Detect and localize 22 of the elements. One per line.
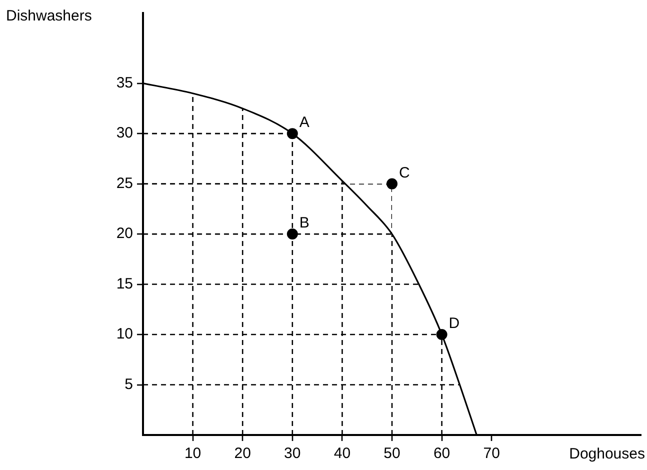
x-tick-label: 40 bbox=[334, 445, 351, 462]
annotation: A bbox=[299, 114, 310, 132]
y-tick-label: 10 bbox=[116, 326, 133, 343]
y-axis-title: Dishwashers bbox=[6, 8, 92, 25]
y-tick-label: 35 bbox=[116, 74, 133, 92]
x-axis-title: Doghouses bbox=[569, 446, 645, 463]
x-tick-label: 10 bbox=[184, 445, 202, 462]
annotation: B bbox=[299, 214, 310, 232]
y-tick-label: 25 bbox=[116, 174, 133, 192]
point bbox=[386, 178, 398, 190]
y-tick-label: 30 bbox=[116, 124, 133, 142]
x-tick-label: 30 bbox=[284, 445, 301, 462]
x-tick-label: 70 bbox=[483, 445, 500, 462]
annotation: C bbox=[399, 164, 410, 182]
x-tick-label: 20 bbox=[234, 445, 251, 462]
point bbox=[286, 228, 298, 240]
y-tick-label: 20 bbox=[116, 225, 133, 242]
x-tick-label: 50 bbox=[384, 445, 400, 462]
x-tick-label: 60 bbox=[433, 445, 450, 462]
y-tick-label: 5 bbox=[124, 376, 133, 393]
y-tick-label: 15 bbox=[116, 275, 133, 292]
annotation: D bbox=[448, 315, 460, 332]
